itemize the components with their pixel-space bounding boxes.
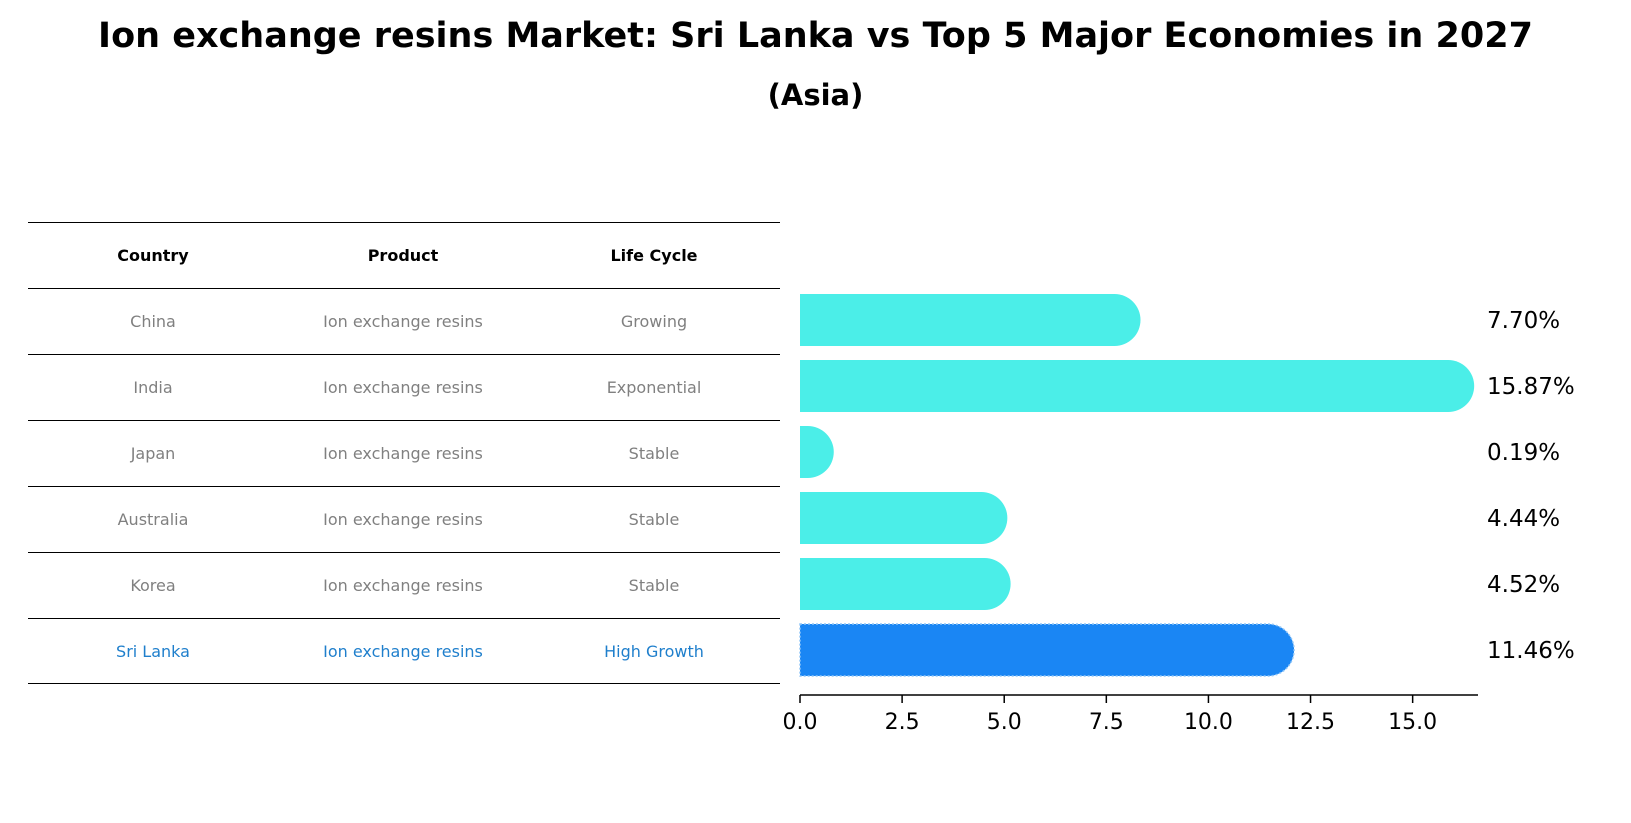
cell-country: Japan [130, 444, 176, 463]
cell-country: India [133, 378, 173, 397]
x-tick-label: 0.0 [783, 710, 818, 735]
cell-product: Ion exchange resins [323, 576, 483, 595]
bar-sri-lanka [799, 623, 1295, 677]
bar-india [800, 360, 1475, 412]
cell-country: Australia [117, 510, 189, 529]
data-label: 4.44% [1487, 506, 1560, 532]
x-tick-label: 10.0 [1184, 710, 1233, 735]
table-header-row: Country Product Life Cycle [28, 222, 780, 288]
cell-life-cycle: Stable [628, 444, 680, 463]
bar-australia [800, 492, 1008, 544]
cell-life-cycle: Stable [628, 510, 680, 529]
data-label: 11.46% [1487, 638, 1575, 664]
x-tick-label: 12.5 [1286, 710, 1335, 735]
cell-life-cycle: High Growth [604, 641, 704, 661]
data-label: 0.19% [1487, 440, 1560, 466]
cell-product: Ion exchange resins [323, 444, 483, 463]
header-product: Product [367, 246, 439, 265]
x-tick-label: 5.0 [987, 710, 1022, 735]
table-row: Korea Ion exchange resins Stable [28, 552, 780, 618]
bar-japan [800, 426, 834, 478]
cell-country: China [130, 312, 176, 331]
chart-subtitle: (Asia) [767, 78, 864, 112]
cell-country: Korea [130, 576, 176, 595]
x-tick-label: 7.5 [1089, 710, 1124, 735]
x-tick-label: 15.0 [1388, 710, 1437, 735]
data-label: 15.87% [1487, 374, 1575, 400]
x-tick-label: 2.5 [885, 710, 920, 735]
bar-china [800, 294, 1141, 346]
cell-product: Ion exchange resins [323, 378, 483, 397]
cell-life-cycle: Exponential [606, 378, 702, 397]
table-row-highlight: Sri Lanka Ion exchange resins High Growt… [28, 618, 780, 684]
chart-title: Ion exchange resins Market: Sri Lanka vs… [98, 16, 1533, 56]
cell-life-cycle: Stable [628, 576, 680, 595]
header-life-cycle: Life Cycle [610, 246, 698, 265]
cell-product: Ion exchange resins [323, 312, 483, 331]
table-row: India Ion exchange resins Exponential [28, 354, 780, 420]
comparison-table: Country Product Life Cycle China Ion exc… [28, 222, 780, 684]
data-label: 7.70% [1487, 308, 1560, 334]
cell-product: Ion exchange resins [323, 641, 483, 661]
table-row: China Ion exchange resins Growing [28, 288, 780, 354]
cell-life-cycle: Growing [620, 312, 688, 331]
header-country: Country [117, 246, 189, 265]
table-row: Australia Ion exchange resins Stable [28, 486, 780, 552]
table-row: Japan Ion exchange resins Stable [28, 420, 780, 486]
bar-korea [800, 558, 1011, 610]
cell-country: Sri Lanka [116, 641, 190, 661]
cell-product: Ion exchange resins [323, 510, 483, 529]
data-label: 4.52% [1487, 572, 1560, 598]
